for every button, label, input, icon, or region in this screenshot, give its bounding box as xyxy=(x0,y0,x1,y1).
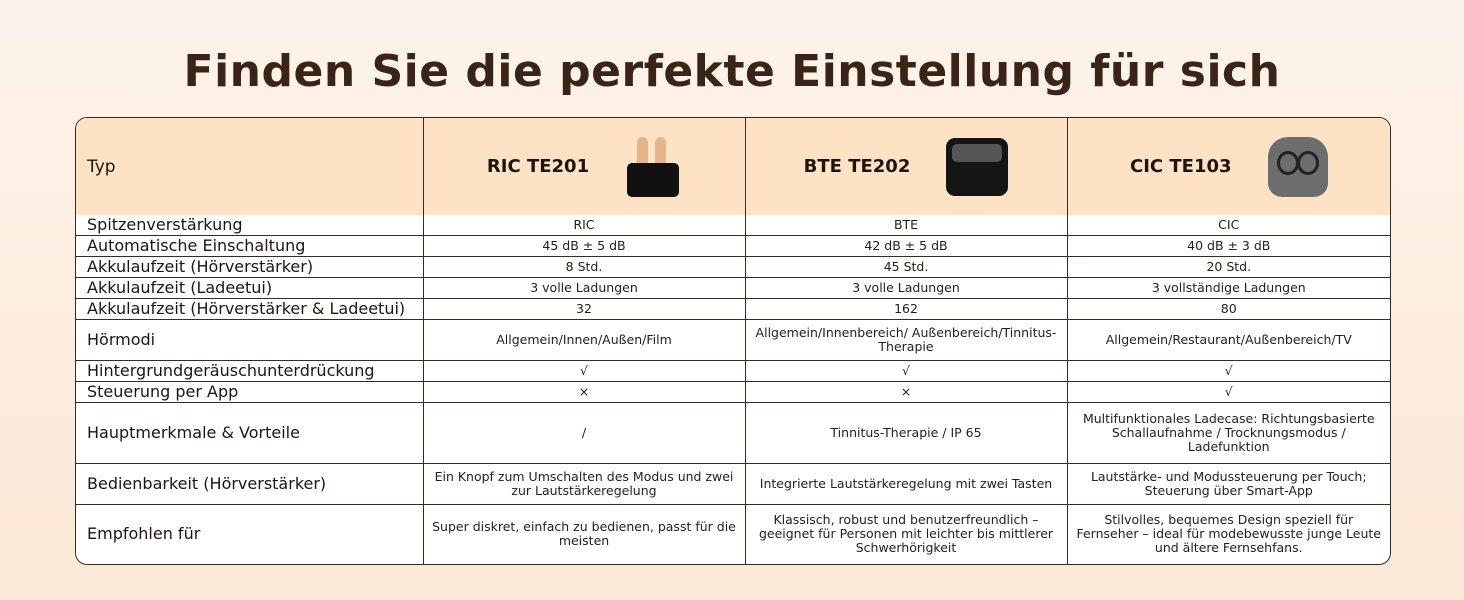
row-label: Hintergrundgeräuschunterdrückung xyxy=(76,360,424,383)
header-label: Typ xyxy=(76,118,424,216)
row-label: Empfohlen für xyxy=(76,503,424,564)
cell-value: Stilvolles, bequemes Design speziell für… xyxy=(1066,503,1390,564)
cell-value: Lautstärke- und Modussteuerung per Touch… xyxy=(1066,462,1390,505)
cell-value: 162 xyxy=(744,298,1068,321)
table-row: Hauptmerkmale & Vorteile / Tinnitus-Therap… xyxy=(76,402,1390,464)
bte-hearing-aid-image xyxy=(946,137,1009,196)
cell-value: 45 dB ± 5 dB xyxy=(422,234,746,258)
product-cic: CIC TE103 xyxy=(1066,118,1390,216)
cell-value: 80 xyxy=(1066,298,1390,321)
cell-value: × xyxy=(744,381,1068,404)
product-name: RIC TE201 xyxy=(486,155,590,177)
cell-value: 45 Std. xyxy=(744,256,1068,279)
cell-value: × xyxy=(422,381,746,404)
row-label: Steuerung per App xyxy=(76,381,424,404)
table-row: Akkulaufzeit (Hörverstärker) 8 Std. 45 Std… xyxy=(76,256,1390,279)
row-label: Akkulaufzeit (Ladeetui) xyxy=(76,277,424,300)
row-label: Spitzenverstärkung xyxy=(76,215,424,236)
table-row: Bedienbarkeit (Hörverstärker) Ein Knopf z… xyxy=(76,462,1390,505)
row-label: Akkulaufzeit (Hörverstärker) xyxy=(76,256,424,279)
cell-value: Multifunktionales Ladecase: Richtungsbas… xyxy=(1066,402,1390,464)
table-row: Hintergrundgeräuschunterdrückung √ √ √ xyxy=(76,360,1390,383)
table-row: Hörmodi Allgemein/Innen/Außen/Film Allgeme… xyxy=(76,319,1390,362)
cell-value: 42 dB ± 5 dB xyxy=(744,234,1068,258)
cell-value: √ xyxy=(1066,360,1390,383)
table-row: Akkulaufzeit (Ladeetui) 3 volle Ladungen 3… xyxy=(76,277,1390,300)
page-title: Finden Sie die perfekte Einstellung für … xyxy=(183,46,1281,97)
table-row: Automatische Einschaltung 45 dB ± 5 dB 42 … xyxy=(76,234,1390,258)
cell-value: Ein Knopf zum Umschalten des Modus und z… xyxy=(422,462,746,505)
cell-value: RIC xyxy=(422,215,746,236)
cell-value: Tinnitus-Therapie / IP 65 xyxy=(744,402,1068,464)
row-label: Akkulaufzeit (Hörverstärker & Ladeetui) xyxy=(76,298,424,321)
cell-value: 32 xyxy=(422,298,746,321)
row-label: Bedienbarkeit (Hörverstärker) xyxy=(76,462,424,505)
cell-value: 20 Std. xyxy=(1066,256,1390,279)
ric-hearing-aid-image xyxy=(625,136,681,197)
cell-value: Integrierte Lautstärkeregelung mit zwei … xyxy=(744,462,1068,505)
table-row: Spitzenverstärkung RIC BTE CIC xyxy=(76,215,1390,236)
product-ric: RIC TE201 xyxy=(422,118,746,216)
cell-value: Allgemein/Innen/Außen/Film xyxy=(422,319,746,362)
cell-value: Allgemein/Restaurant/Außenbereich/TV xyxy=(1066,319,1390,362)
comparison-table: Typ RIC TE201 BTE TE202 CIC TE103 Spitze… xyxy=(75,117,1391,565)
product-bte: BTE TE202 xyxy=(744,118,1068,216)
cell-value: Allgemein/Innenbereich/ Außenbereich/Tin… xyxy=(744,319,1068,362)
cell-value: √ xyxy=(422,360,746,383)
table-header-row: Typ RIC TE201 BTE TE202 CIC TE103 xyxy=(76,118,1390,216)
cell-value: BTE xyxy=(744,215,1068,236)
cell-value: / xyxy=(422,402,746,464)
product-name: CIC TE103 xyxy=(1129,155,1232,177)
cell-value: 3 volle Ladungen xyxy=(422,277,746,300)
table-row: Empfohlen für Super diskret, einfach zu b… xyxy=(76,503,1390,564)
product-name: BTE TE202 xyxy=(803,155,911,177)
cell-value: Super diskret, einfach zu bedienen, pass… xyxy=(422,503,746,564)
cell-value: 3 vollständige Ladungen xyxy=(1066,277,1390,300)
cell-value: CIC xyxy=(1066,215,1390,236)
cell-value: √ xyxy=(1066,381,1390,404)
table-row: Akkulaufzeit (Hörverstärker & Ladeetui) 3… xyxy=(76,298,1390,321)
table-row: Steuerung per App × × √ xyxy=(76,381,1390,404)
cell-value: 3 volle Ladungen xyxy=(744,277,1068,300)
row-label: Hörmodi xyxy=(76,319,424,362)
cic-hearing-aid-image xyxy=(1267,136,1328,197)
cell-value: 8 Std. xyxy=(422,256,746,279)
row-label: Automatische Einschaltung xyxy=(76,234,424,258)
cell-value: Klassisch, robust und benutzerfreundlich… xyxy=(744,503,1068,564)
cell-value: 40 dB ± 3 dB xyxy=(1066,234,1390,258)
row-label: Hauptmerkmale & Vorteile xyxy=(76,402,424,464)
cell-value: √ xyxy=(744,360,1068,383)
